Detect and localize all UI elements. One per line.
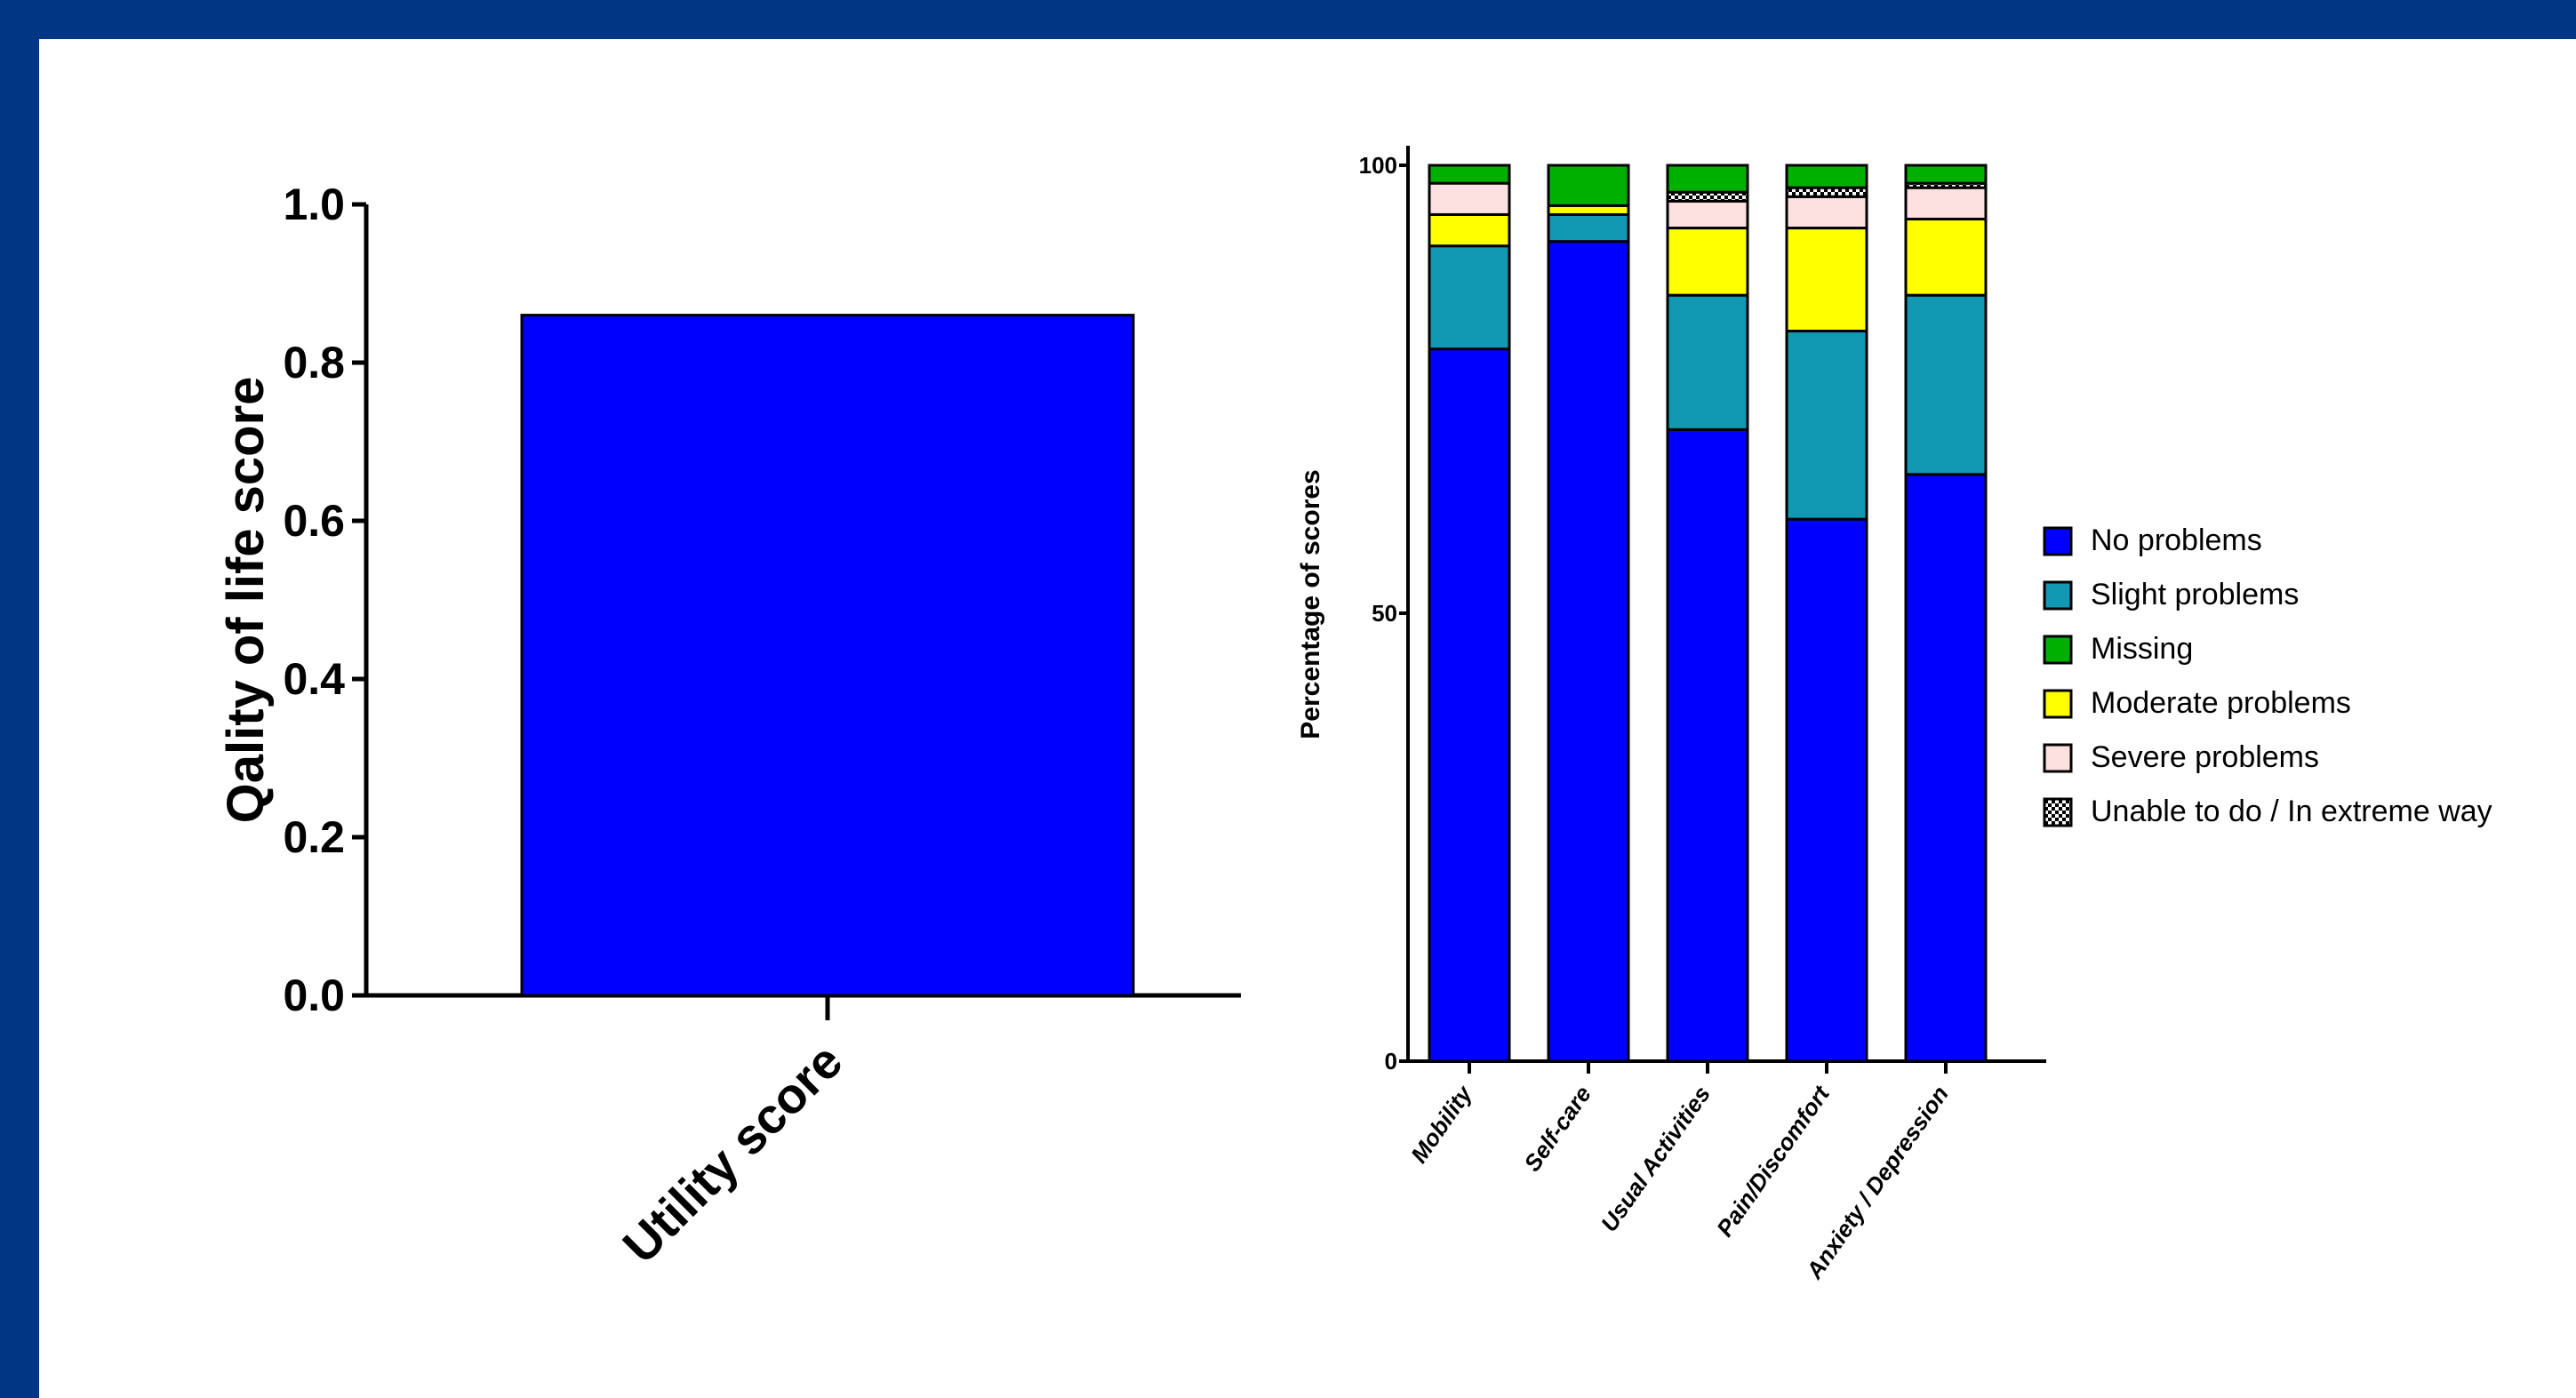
figure-svg: 0.0 0.2 0.4 0.6 0.8 1.0 Utility score Qality of… [217, 146, 2492, 1284]
legend-swatch [2043, 635, 2073, 665]
legend-label: Moderate problems [2091, 686, 2351, 720]
bar-segment [1428, 348, 1511, 1063]
bar-segment [1666, 199, 1749, 230]
x-tick-label: Pain/Discomfort [1711, 1080, 1836, 1242]
legend-swatch [2043, 743, 2073, 773]
y-tick-label: 1.0 [283, 180, 345, 229]
bar-segment [1666, 293, 1749, 431]
bar-segment [1666, 227, 1749, 297]
bar-segment [1666, 190, 1749, 203]
bar-segment [1904, 186, 1988, 220]
legend-label: No problems [2091, 523, 2262, 557]
bar-segment [1785, 329, 1868, 521]
y-tick-label: 0.6 [283, 496, 345, 546]
legend-label: Severe problems [2091, 740, 2319, 774]
legend: No problems Slight problems Missing Moderat… [2043, 523, 2492, 828]
bar-segment [1785, 164, 1868, 189]
bar-segment [1666, 427, 1749, 1063]
bar-utility-score [520, 314, 1135, 997]
bar-segment [1785, 186, 1868, 198]
bar-segment [1547, 204, 1630, 216]
x-tick-label: Utility score [612, 1033, 852, 1274]
y-tick-label: 0.0 [283, 971, 345, 1020]
bar-segment [1666, 164, 1749, 194]
y-axis-title: Percentage of scores [1296, 469, 1325, 739]
y-tick-label: 0 [1385, 1048, 1397, 1074]
legend-label: Missing [2091, 632, 2193, 666]
bar-segment [1428, 212, 1511, 248]
y-tick-label: 100 [1359, 152, 1397, 179]
x-tick-label: Mobility [1405, 1080, 1478, 1168]
y-axis-title: Qality of life score [217, 377, 275, 824]
dimension-stacked-chart: 0 50 100 Percentage of scores Mobility Self-c… [1296, 146, 2046, 1284]
bar-segment [1904, 293, 1988, 476]
bar-segment [1547, 240, 1630, 1063]
bar-segment [1428, 244, 1511, 351]
legend-swatch [2043, 580, 2073, 611]
y-tick-label: 0.8 [283, 338, 345, 387]
y-tick-label: 50 [1372, 600, 1397, 627]
bar-segment [1428, 181, 1511, 216]
bar-segment [1904, 217, 1988, 297]
bar-segment [1904, 164, 1988, 185]
bar-segment [1904, 473, 1988, 1063]
legend-swatch [2043, 526, 2073, 556]
bar-segment [1785, 227, 1868, 332]
y-tick-label: 0.4 [283, 654, 345, 704]
y-tick-label: 0.2 [283, 812, 345, 862]
bar-segment [1785, 195, 1868, 230]
utility-score-chart: 0.0 0.2 0.4 0.6 0.8 1.0 Utility score Qality of… [217, 180, 1241, 1274]
bar-segment [1428, 164, 1511, 185]
bar-segment [1547, 164, 1630, 207]
legend-swatch [2043, 689, 2073, 719]
legend-label: Unable to do / In extreme way [2091, 795, 2492, 828]
legend-label: Slight problems [2091, 578, 2299, 611]
x-tick-label: Usual Activities [1596, 1081, 1716, 1236]
x-tick-label: Self-care [1518, 1081, 1596, 1176]
bar-segment [1785, 517, 1868, 1063]
bar-segment [1547, 212, 1630, 244]
figure-panel: 0.0 0.2 0.4 0.6 0.8 1.0 Utility score Qality of… [39, 39, 2576, 1398]
legend-swatch [2043, 797, 2073, 827]
